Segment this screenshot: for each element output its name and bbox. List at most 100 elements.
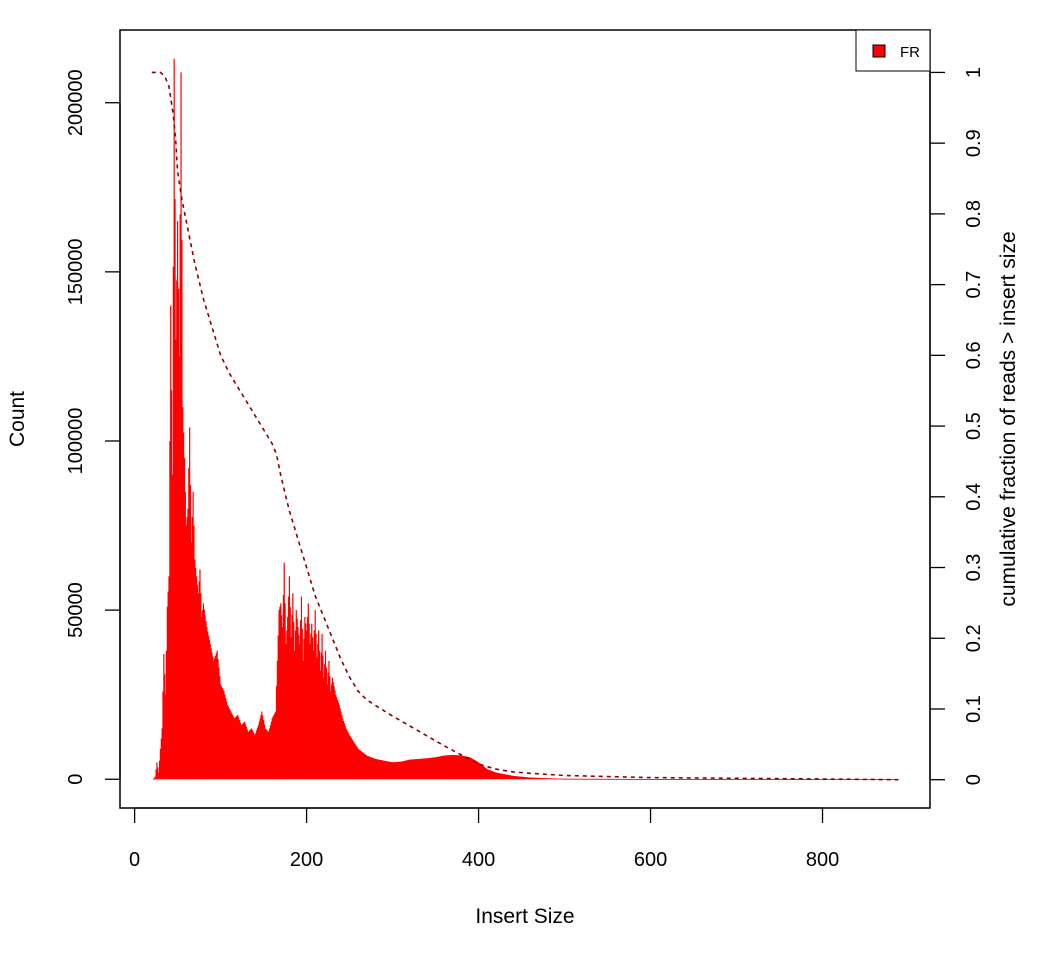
histogram-bar — [680, 779, 682, 780]
histogram-bar — [828, 779, 830, 780]
histogram-bar — [351, 739, 353, 780]
histogram-bar — [892, 779, 894, 781]
histogram-bar — [575, 778, 578, 780]
histogram-bar — [270, 721, 272, 780]
histogram-bar — [546, 778, 548, 780]
histogram-bar — [504, 774, 506, 780]
histogram-bar — [520, 776, 523, 780]
histogram-bar — [305, 630, 308, 780]
histogram-bar — [177, 288, 180, 780]
y2-tick-label: 0.9 — [963, 129, 985, 157]
y2-tick-label: 0.1 — [963, 695, 985, 723]
histogram-bar — [640, 779, 642, 780]
histogram-bar — [287, 596, 290, 780]
histogram-bar — [739, 779, 741, 780]
histogram-bar — [603, 778, 605, 780]
histogram-bar — [566, 778, 568, 780]
histogram-bar — [670, 779, 672, 780]
histogram-bar — [519, 776, 521, 780]
histogram-bar — [389, 761, 391, 780]
histogram-bar — [352, 740, 354, 780]
histogram-bar — [471, 758, 474, 780]
histogram-bar — [852, 779, 855, 781]
histogram-bar — [281, 627, 284, 780]
histogram-bar — [362, 752, 364, 780]
histogram-bar — [367, 756, 370, 780]
histogram-bar — [180, 72, 182, 780]
histogram-bar — [747, 779, 749, 780]
histogram-bar — [502, 773, 504, 780]
histogram-bar — [684, 779, 686, 780]
histogram-bar — [796, 779, 798, 780]
histogram-bar — [748, 779, 751, 780]
histogram-bar — [532, 777, 535, 780]
histogram-bar — [564, 778, 567, 780]
histogram-bar — [722, 779, 724, 780]
histogram-bar — [225, 698, 227, 780]
histogram-bar — [655, 779, 657, 780]
histogram-bar — [883, 779, 886, 781]
histogram-bar — [368, 756, 370, 780]
histogram-bar — [396, 762, 398, 780]
histogram-bar — [666, 779, 668, 780]
histogram-bar — [623, 778, 625, 780]
histogram-bar — [263, 724, 266, 780]
histogram-bar — [445, 755, 447, 780]
histogram-bar — [170, 390, 173, 780]
histogram-bar — [243, 722, 245, 780]
histogram-bar — [561, 778, 563, 780]
histogram-bar — [677, 779, 679, 780]
histogram-bar — [280, 603, 282, 780]
histogram-bar — [244, 721, 246, 780]
histogram-bar — [171, 474, 174, 780]
cumulative-fraction-line — [151, 71, 899, 781]
histogram-bar — [658, 779, 660, 780]
histogram-bar — [653, 779, 655, 780]
histogram-bar — [775, 779, 777, 780]
histogram-bar — [468, 757, 470, 780]
histogram-bar — [496, 772, 499, 780]
histogram-bar — [529, 777, 531, 780]
histogram-bar — [742, 779, 745, 780]
histogram-bar — [648, 779, 650, 780]
histogram-bar — [308, 623, 310, 780]
histogram-bar — [484, 767, 487, 780]
histogram-bar — [602, 778, 604, 780]
histogram-bar — [166, 606, 168, 780]
histogram-bar — [594, 778, 597, 780]
histogram-bar — [770, 779, 772, 780]
histogram-bar — [339, 708, 341, 780]
histogram-bar — [228, 708, 230, 780]
histogram-bar — [287, 616, 289, 780]
histogram-bar — [544, 778, 546, 780]
histogram-bar — [523, 776, 525, 780]
histogram-bar — [676, 779, 678, 780]
histogram-bar — [882, 779, 885, 781]
histogram-bar — [497, 772, 499, 780]
histogram-bar — [275, 711, 277, 780]
histogram-bar — [431, 757, 433, 780]
histogram-bar — [426, 758, 428, 780]
histogram-bar — [330, 691, 332, 780]
histogram-bar — [156, 762, 158, 780]
histogram-bar — [694, 779, 696, 780]
histogram-bar — [569, 778, 572, 780]
histogram-bar — [410, 759, 412, 780]
histogram-bar — [590, 778, 592, 780]
histogram-bar — [238, 717, 240, 780]
histogram-bar — [397, 761, 399, 780]
histogram-bar — [153, 777, 155, 780]
histogram-bar — [884, 779, 886, 781]
histogram-bar — [199, 569, 201, 780]
histogram-bar — [697, 779, 699, 780]
histogram-bar — [515, 776, 518, 780]
histogram-bar — [184, 491, 186, 780]
histogram-bar — [449, 755, 451, 780]
histogram-bar — [175, 339, 177, 780]
histogram-bar — [205, 621, 207, 780]
histogram-bar — [735, 779, 737, 780]
histogram-bar — [514, 776, 516, 780]
histogram-bar — [178, 356, 180, 780]
histogram-bar — [446, 755, 448, 780]
histogram-bar — [582, 778, 585, 780]
